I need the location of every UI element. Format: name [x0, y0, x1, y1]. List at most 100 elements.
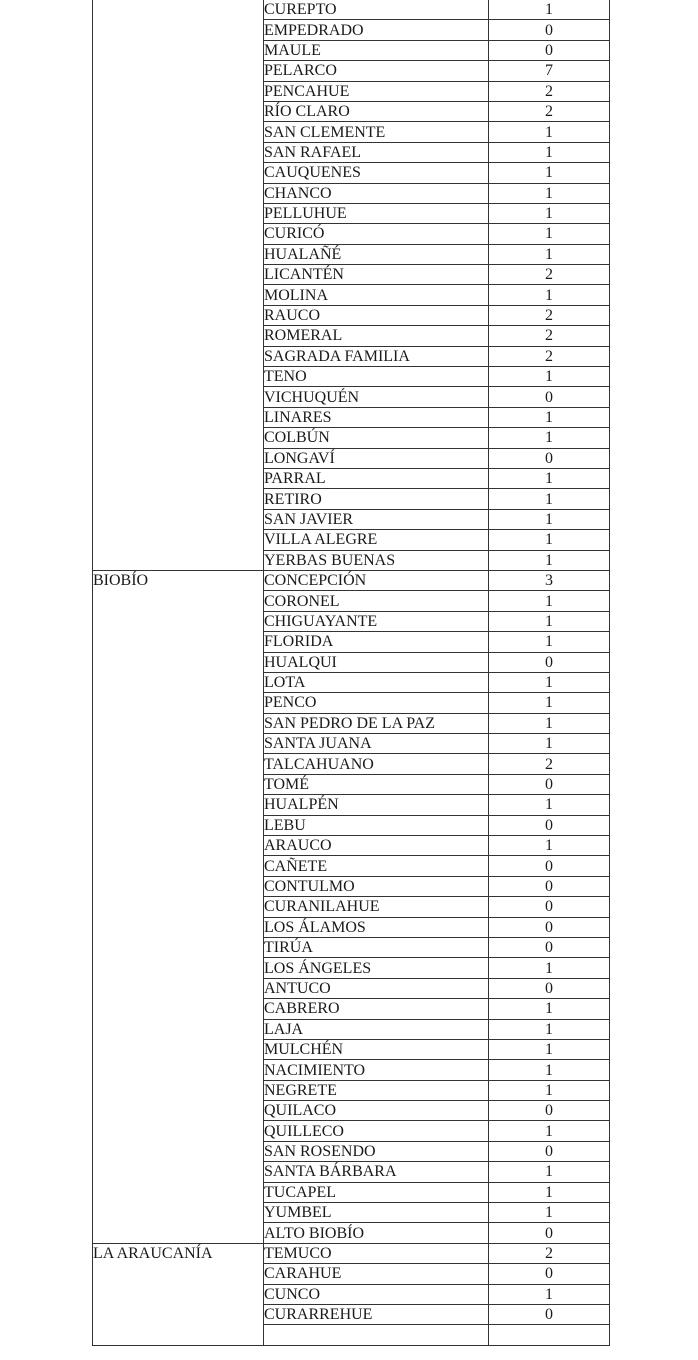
commune-cell: YUMBEL [263, 1202, 489, 1224]
count-cell: 1 [488, 284, 610, 306]
commune-cell: SAGRADA FAMILIA [263, 345, 489, 368]
count-cell: 2 [488, 325, 610, 347]
commune-cell: PARRAL [263, 467, 489, 490]
commune-cell: LONGAVÍ [263, 447, 489, 469]
commune-cell: CORONEL [263, 590, 489, 612]
count-cell: 1 [488, 467, 610, 490]
region-cell [92, 0, 264, 571]
table-row: LA ARAUCANÍA TEMUCO 2 [92, 1242, 610, 1346]
table-row: RETIRO 1 [93, 488, 610, 510]
count-cell: 1 [488, 590, 610, 612]
commune-cell: LEBU [263, 814, 489, 837]
table-row: RAUCO 2 [93, 304, 610, 327]
commune-cell: QUILLECO [263, 1120, 489, 1142]
count-cell: 1 [488, 733, 610, 755]
commune-cell: CONTULMO [263, 875, 489, 898]
table-row: SANTA BÁRBARA 1 [93, 1161, 610, 1183]
commune-cell: FLORIDA [263, 631, 489, 653]
commune-cell: SAN CLEMENTE [263, 121, 489, 143]
count-cell [488, 1324, 610, 1346]
commune-cell: MOLINA [263, 284, 489, 306]
count-cell: 0 [488, 896, 610, 918]
commune-cell: TEMUCO [263, 1242, 489, 1265]
count-cell: 1 [488, 427, 610, 449]
commune-cell: PENCO [263, 692, 489, 714]
count-cell: 1 [488, 1181, 610, 1204]
commune-cell: TIRÚA [263, 936, 489, 959]
commune-cell: ROMERAL [263, 325, 489, 347]
count-cell: 1 [488, 182, 610, 204]
count-cell: 7 [488, 60, 610, 82]
table-row: CURICÓ 1 [93, 223, 610, 245]
table-row: CAUQUENES 1 [93, 162, 610, 184]
count-cell: 1 [488, 243, 610, 266]
count-cell: 1 [488, 162, 610, 184]
table-row: TENO 1 [93, 366, 610, 388]
count-cell: 1 [488, 366, 610, 388]
commune-cell: HUALAÑÉ [263, 243, 489, 266]
count-cell: 0 [488, 875, 610, 898]
count-cell: 1 [488, 1202, 610, 1224]
count-cell: 1 [488, 692, 610, 714]
count-cell: 1 [488, 488, 610, 510]
commune-cell: CONCEPCIÓN [263, 569, 489, 592]
count-cell: 1 [488, 1120, 610, 1142]
table-row: CHIGUAYANTE 1 [93, 610, 610, 633]
commune-cell: LICANTÉN [263, 264, 489, 286]
count-cell: 0 [488, 1263, 610, 1285]
count-cell: 1 [488, 957, 610, 979]
commune-cell: PELLUHUE [263, 202, 489, 225]
count-cell: 0 [488, 19, 610, 41]
count-cell: 0 [488, 1100, 610, 1122]
count-cell: 0 [488, 447, 610, 469]
commune-cell: CURICÓ [263, 223, 489, 245]
commune-cell: PENCAHUE [263, 80, 489, 102]
table-row: CURARREHUE 0 [93, 1303, 610, 1326]
count-cell: 1 [488, 1079, 610, 1102]
count-cell: 0 [488, 916, 610, 938]
commune-cell: QUILACO [263, 1100, 489, 1122]
count-cell: 2 [488, 345, 610, 368]
table-row: CUREPTO 1 [92, 0, 610, 571]
table-row: SAN PEDRO DE LA PAZ 1 [93, 712, 610, 735]
commune-cell: NEGRETE [263, 1079, 489, 1102]
commune-cell: CAÑETE [263, 855, 489, 877]
table-row: SAN ROSENDO 0 [93, 1140, 610, 1163]
commune-cell: TALCAHUANO [263, 753, 489, 775]
table-row: SAGRADA FAMILIA 2 [93, 345, 610, 368]
commune-cell: TENO [263, 366, 489, 388]
commune-cell: RAUCO [263, 304, 489, 327]
table-row [93, 1324, 610, 1346]
count-cell: 2 [488, 100, 610, 123]
count-cell: 3 [488, 569, 610, 592]
region-cell: BIOBÍO [92, 569, 264, 1244]
table-row: ROMERAL 2 [93, 325, 610, 347]
commune-cell: MULCHÉN [263, 1038, 489, 1061]
commune-cell: CURANILAHUE [263, 896, 489, 918]
commune-cell: MAULE [263, 39, 489, 62]
count-cell: 0 [488, 1140, 610, 1163]
count-cell: 1 [488, 631, 610, 653]
count-cell: 1 [488, 1161, 610, 1183]
commune-cell: CUNCO [263, 1283, 489, 1306]
count-cell: 1 [488, 121, 610, 143]
commune-cell: LINARES [263, 406, 489, 429]
count-cell: 1 [488, 141, 610, 164]
table-row: QUILLECO 1 [93, 1120, 610, 1142]
count-cell: 0 [488, 977, 610, 1000]
count-cell: 0 [488, 386, 610, 408]
commune-cell: LOS ÁNGELES [263, 957, 489, 979]
commune-cell: SANTA BÁRBARA [263, 1161, 489, 1183]
commune-cell: RETIRO [263, 488, 489, 510]
table-row: LICANTÉN 2 [93, 264, 610, 286]
count-cell: 1 [488, 794, 610, 816]
table-row: NEGRETE 1 [93, 1079, 610, 1102]
commune-cell: SAN RAFAEL [263, 141, 489, 164]
commune-cell: CARAHUE [263, 1263, 489, 1285]
table-row: CURANILAHUE 0 [93, 896, 610, 918]
commune-cell: EMPEDRADO [263, 19, 489, 41]
count-cell: 0 [488, 814, 610, 837]
count-cell: 1 [488, 223, 610, 245]
commune-cell: CHANCO [263, 182, 489, 204]
count-cell: 1 [488, 671, 610, 694]
